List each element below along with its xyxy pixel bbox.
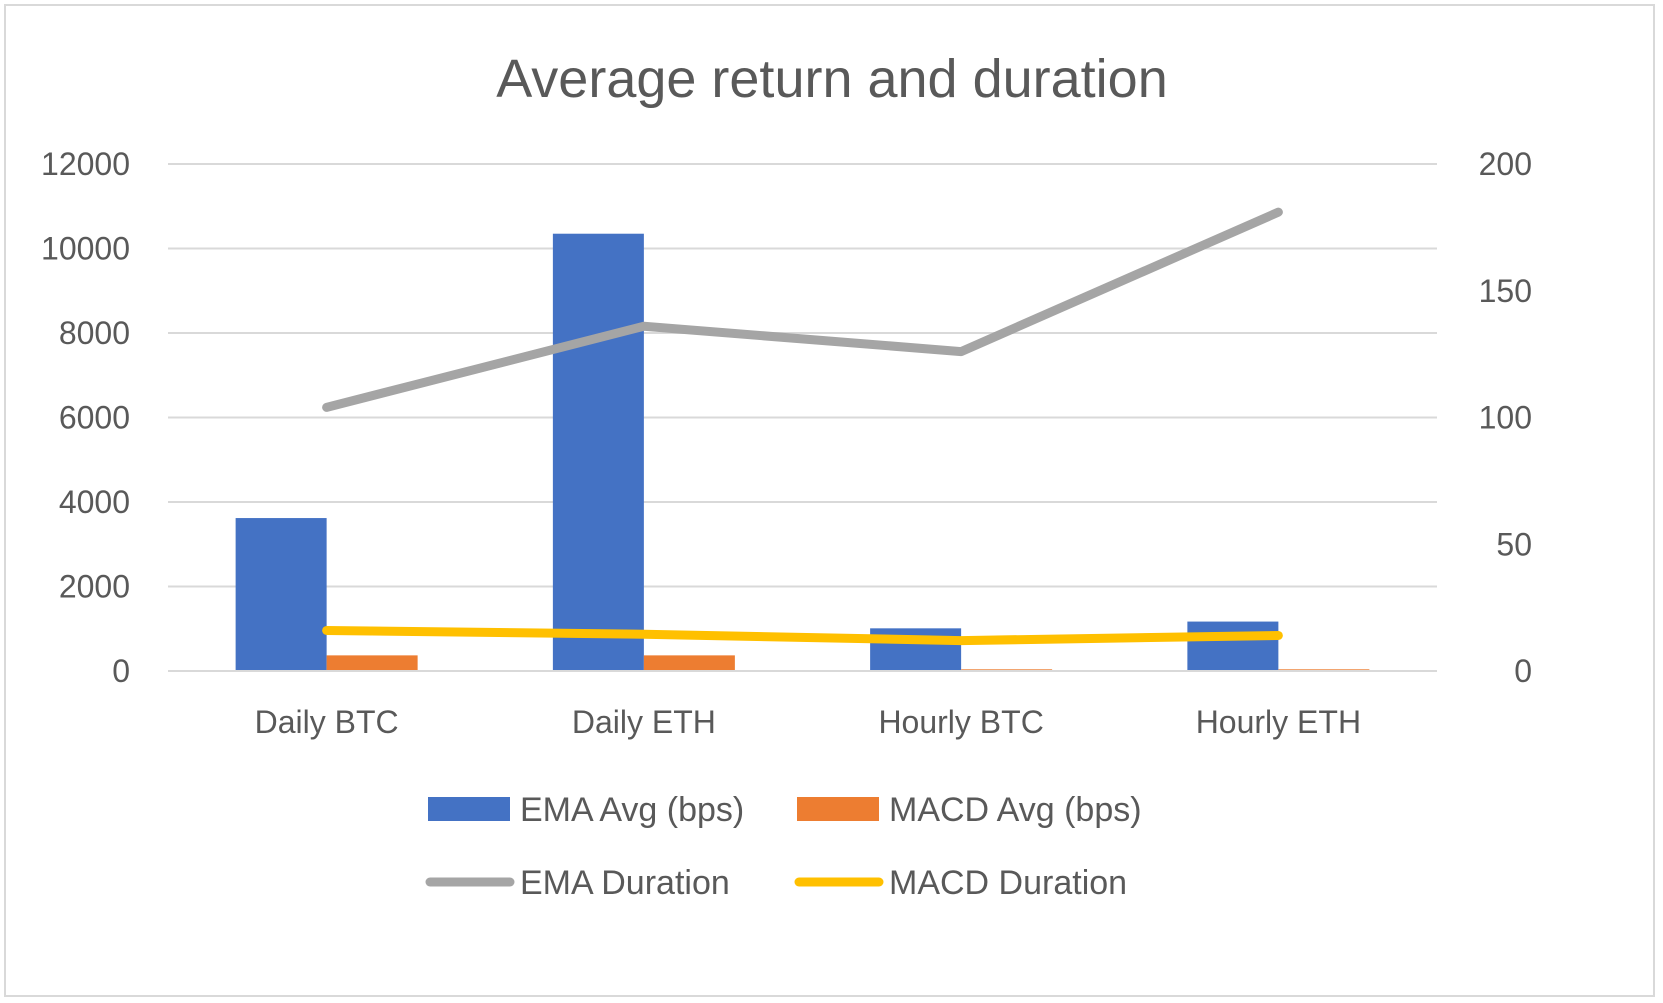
category-label: Daily BTC [255,704,399,740]
category-label: Hourly BTC [878,704,1043,740]
right-tick-label: 200 [1479,146,1532,182]
left-tick-label: 0 [112,653,130,689]
legend-label: EMA Avg (bps) [520,791,744,829]
left-tick-label: 12000 [41,146,130,182]
category-label: Hourly ETH [1196,704,1361,740]
legend-label: EMA Duration [520,864,730,902]
right-tick-label: 100 [1479,400,1532,436]
bar-ema-avg-bps-0 [235,518,327,671]
chart-frame [4,4,1655,997]
line-macd-duration [322,625,1283,646]
right-tick-label: 150 [1479,273,1532,309]
legend-label: MACD Duration [889,864,1127,902]
lines [322,207,1283,646]
bar-macd-avg-bps-1 [643,655,735,671]
gridlines [168,163,1437,672]
right-tick-label: 50 [1496,526,1532,562]
right-axis: 0 50 100 150 200 [1479,146,1532,689]
left-tick-label: 2000 [59,569,130,605]
left-tick-label: 10000 [41,231,130,267]
left-tick-label: 4000 [59,484,130,520]
chart-title: Average return and duration [496,49,1167,109]
bar-ema-avg-bps-1 [552,233,644,671]
category-axis: Daily BTC Daily ETH Hourly BTC Hourly ETH [168,670,1437,740]
left-tick-label: 6000 [59,400,130,436]
left-axis: 0 2000 4000 6000 8000 10000 12000 [41,146,130,689]
category-label: Daily ETH [572,704,716,740]
bars [235,233,1370,671]
legend: EMA Avg (bps) MACD Avg (bps) EMA Duration M… [425,791,1142,902]
right-tick-label: 0 [1514,653,1532,689]
legend-swatch [797,797,879,821]
bar-ema-avg-bps-3 [1187,621,1279,671]
line-ema-duration [322,207,1283,412]
legend-label: MACD Avg (bps) [889,791,1142,829]
bar-macd-avg-bps-0 [326,655,418,671]
left-tick-label: 8000 [59,315,130,351]
legend-swatch [428,797,510,821]
